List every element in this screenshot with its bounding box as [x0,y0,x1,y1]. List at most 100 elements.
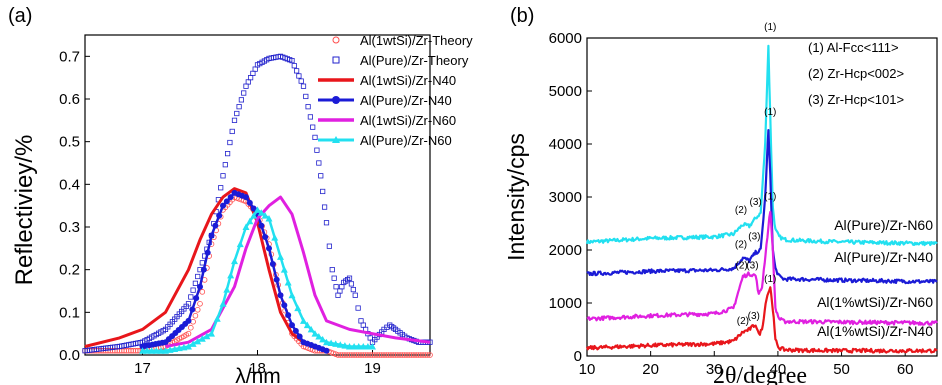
al-pure-zr-n60-point [139,347,146,354]
al-1wtsi-zr-theory-point [188,324,194,331]
peak-label-al-pure-zr-n40: (1) [764,107,776,118]
al-pure-zr-theory-point [339,284,345,290]
al-pure-zr-theory-point [367,335,373,341]
series-label-al-pure-zr-n60: Al(Pure)/Zr-N60 [834,217,933,233]
x-tick-label-a: 18 [249,360,266,377]
al-pure-zr-n60-point [236,240,244,248]
al-pure-zr-n40-point [250,205,257,212]
al-pure-zr-n60-point [189,340,197,347]
al-pure-zr-n60-point [208,330,215,337]
al-pure-zr-theory-point [190,287,196,293]
peak-label-al-pure-zr-n60: (3) [750,197,762,208]
al-pure-zr-n40-point [216,212,223,219]
al-pure-zr-n40-point [277,292,284,299]
al-pure-zr-theory-point [358,318,364,324]
x-ticks-a: 17 18 19 [134,350,381,377]
panel-label-a: (a) [8,5,32,27]
al-pure-zr-n60-point [300,317,307,324]
al-pure-zr-n60-point [265,214,273,222]
legend-swatch [332,56,340,64]
legend-label: Al(1wtSi)/Zr-N60 [360,113,456,128]
al-pure-zr-n60-point [277,253,284,260]
al-pure-zr-n60-point [315,333,323,340]
x-tick-label-a: 17 [134,360,151,377]
series-label-al-1-wtsi-zr-n60: Al(1%wtSi)/Zr-N60 [817,294,933,310]
al-pure-zr-n60-point [227,271,235,279]
al-pure-zr-n60-point [294,304,302,312]
al-pure-zr-n40-point [223,198,230,205]
al-pure-zr-n40-point [189,306,196,313]
legend-swatch [332,36,340,44]
y-tick-label-a: 0.1 [59,304,80,321]
al-pure-zr-n40-point [220,202,226,209]
peak-label-al-pure-zr-n60: (1) [764,22,776,33]
series-al-1wtsi-zr-n60 [165,195,431,348]
peak-label-al-pure-zr-n40: (3) [748,231,760,242]
x-tick-label-b: 60 [897,361,914,378]
peak-legend-3: (3) Zr-Hcp<101> [808,92,904,107]
al-pure-zr-theory-point [245,79,251,85]
al-pure-zr-theory-point [220,173,226,179]
al-pure-zr-n60-point [355,342,363,350]
al-pure-zr-n60-point [194,337,202,345]
al-pure-zr-theory-point [289,58,295,64]
al-pure-zr-theory-point [243,83,249,89]
legend-item-al-1wtsi-zr-n60: Al(1wtSi)/Zr-N60 [318,113,456,128]
al-pure-zr-theory-point [195,273,201,280]
y-tick-label-a: 0.0 [59,347,80,364]
al-pure-zr-n40-point [292,327,299,334]
al-pure-zr-n60-trace [585,44,938,247]
y-axis-title-a: Reflectiviey/% [11,135,38,286]
y-tick-label-a: 0.7 [59,48,80,65]
al-pure-zr-theory-point [333,284,339,290]
al-pure-zr-n60-point [257,209,265,216]
x-axis-title-a: λ/nm [235,365,281,385]
al-pure-zr-theory-point [352,292,358,298]
legend-marker [332,136,340,143]
al-pure-zr-theory-point [298,78,304,84]
y-tick-label-b: 4000 [549,136,582,153]
legend-item-al-pure-zr-theory: Al(Pure)/Zr-Theory [332,53,469,68]
y-ticks-b: 0 1000 2000 3000 4000 5000 6000 [549,30,592,365]
al-pure-zr-n40-point [193,295,200,302]
al-pure-zr-theory-point [326,243,332,249]
al-pure-zr-theory-point [185,301,192,307]
series-al-1wtsi-zr-n40 [84,187,328,353]
al-pure-zr-n60-point [223,286,231,293]
al-pure-zr-theory-point [335,292,341,298]
legend-label: Al(Pure)/Zr-N60 [360,133,452,148]
x-tick-label-b: 30 [706,361,723,378]
al-pure-zr-theory-point [303,93,309,100]
al-pure-zr-theory-point [320,188,326,195]
x-axis-title-b: 2θ/degree [713,363,807,385]
y-tick-label-a: 0.5 [59,134,80,151]
al-pure-zr-n40-point [296,333,303,340]
al-pure-zr-n60-point [284,278,292,286]
al-pure-zr-theory-point [296,73,302,79]
al-pure-zr-n60-point [307,325,315,333]
al-1wtsi-zr-n40-line [84,187,328,353]
al-pure-zr-n40-trace [586,129,938,285]
peak-label-al-1-wtsi-zr-n40: (3) [748,311,760,322]
al-pure-zr-n60-point [185,342,192,350]
al-pure-zr-n60-point [203,332,211,340]
al-1wtsi-zr-theory-point [197,300,203,307]
al-pure-zr-n60-point [152,347,160,354]
al-pure-zr-n60-point [157,347,165,354]
al-pure-zr-n40-point [289,322,295,329]
al-pure-zr-n40-point [281,302,288,309]
al-pure-zr-theory-point [247,75,254,81]
al-pure-zr-theory-point [337,288,343,294]
y-tick-label-b: 1000 [549,295,582,312]
x-tick-label-a: 19 [364,360,381,377]
al-pure-zr-theory-point [350,286,356,293]
al-pure-zr-theory-point [231,117,238,123]
al-pure-zr-n60-point [319,335,327,343]
legend-a: Al(1wtSi)/Zr-Theory Al(Pure)/Zr-Theory Al(… [318,33,473,148]
y-tick-label-b: 2000 [549,242,582,259]
al-pure-zr-theory-point [222,162,228,168]
al-pure-zr-n40-point [212,222,219,229]
x-tick-label-b: 40 [770,361,787,378]
al-pure-zr-n60-point [250,212,258,219]
series-group-a [82,53,433,358]
